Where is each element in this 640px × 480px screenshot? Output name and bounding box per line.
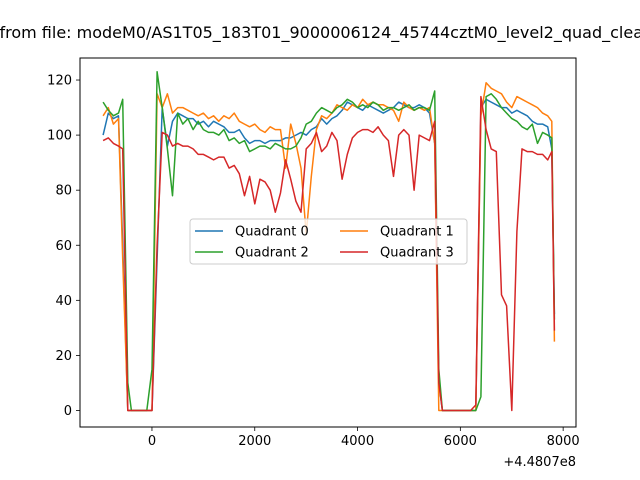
y-axis: 0 20 40 60 80 100 120 (47, 74, 80, 419)
y-tick-label: 0 (64, 404, 72, 419)
y-tick-label: 40 (55, 294, 72, 309)
x-tick-label: 4000 (341, 434, 374, 449)
chart-title: Data from file: modeM0/AS1T05_183T01_900… (0, 23, 640, 43)
x-tick-label: 6000 (444, 434, 477, 449)
x-tick-label: 8000 (547, 434, 580, 449)
y-tick-label: 60 (55, 239, 72, 254)
series-line-quadrant-1 (102, 82, 556, 412)
plot-frame (79, 57, 577, 428)
legend-box (189, 218, 468, 265)
x-tick-label: 2000 (238, 434, 271, 449)
y-tick-label: 100 (47, 129, 72, 144)
x-axis: 0 2000 4000 6000 8000 (148, 427, 580, 449)
legend-label-quadrant-1: Quadrant 1 (380, 225, 454, 240)
series-line-quadrant-2 (102, 71, 556, 412)
x-tick-label: 0 (148, 434, 156, 449)
y-tick-label: 80 (55, 184, 72, 199)
y-tick-label: 20 (55, 349, 72, 364)
series-line-quadrant-3 (102, 95, 556, 412)
x-axis-offset-label: +4.4807e8 (503, 455, 576, 470)
legend-label-quadrant-0: Quadrant 0 (235, 225, 309, 240)
y-tick-label: 120 (47, 74, 72, 89)
series-layer (102, 71, 556, 412)
legend-label-quadrant-3: Quadrant 3 (380, 246, 454, 261)
legend: Quadrant 0 Quadrant 1 Quadrant 2 Quadrant 3 (189, 218, 468, 265)
legend-label-quadrant-2: Quadrant 2 (235, 246, 309, 261)
